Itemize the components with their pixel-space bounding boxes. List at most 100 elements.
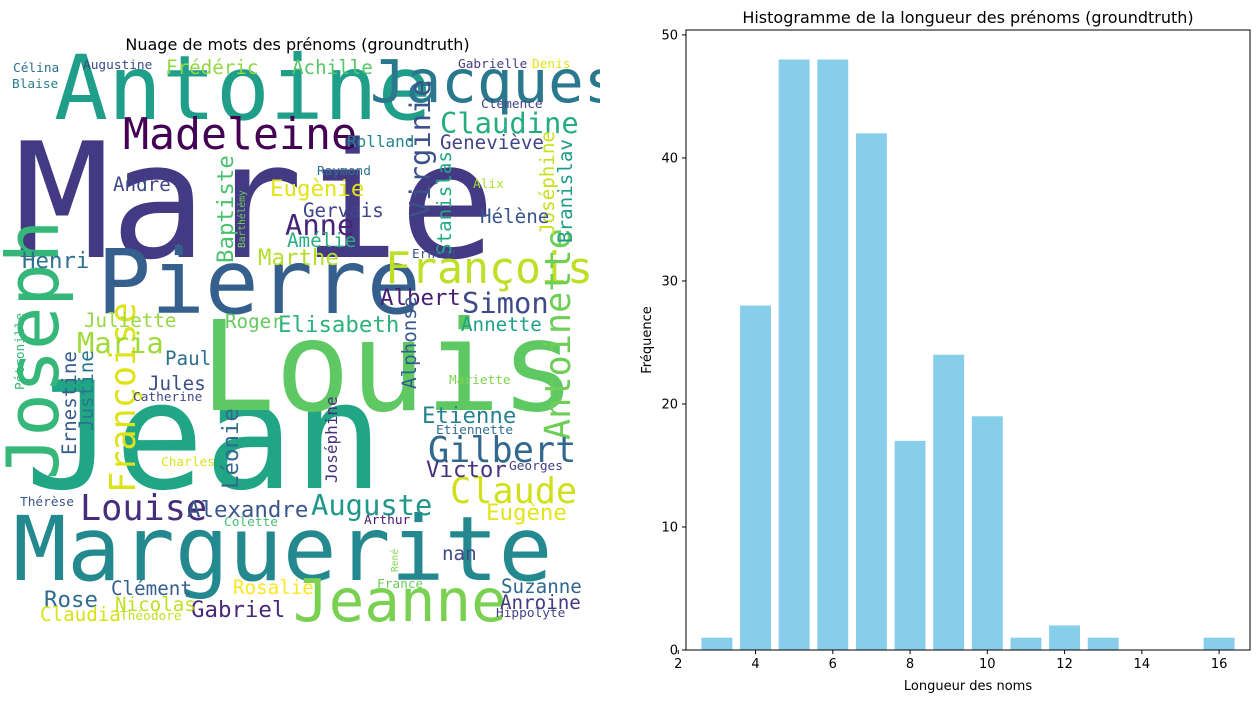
wordcloud-word: Ernest <box>412 247 458 262</box>
wordcloud-word: Ernestine <box>58 351 81 455</box>
y-tick-label: 50 <box>661 28 678 43</box>
histogram-bar <box>1049 625 1081 650</box>
wordcloud-word: Roger <box>225 310 283 333</box>
wordcloud-word: Eugène <box>486 500 567 526</box>
wordcloud-word: Annette <box>461 313 542 336</box>
y-tick-label: 10 <box>661 520 678 535</box>
wordcloud-word: Gervais <box>303 199 384 222</box>
wordcloud-word: Clémence <box>481 97 543 112</box>
wordcloud-word: Claudia <box>40 603 121 626</box>
x-tick-label: 8 <box>906 657 914 672</box>
wordcloud-word: Gabriel <box>191 597 285 623</box>
x-tick-label: 10 <box>979 657 996 672</box>
histogram-bar <box>817 59 849 650</box>
wordcloud-word: Antoine <box>54 37 432 141</box>
wordcloud-word: Joseph <box>0 220 75 480</box>
wordcloud-word: Barthélémy <box>236 190 248 248</box>
wordcloud-word: Baptiste <box>213 155 239 263</box>
wordcloud-word: Victor <box>426 457 507 483</box>
wordcloud-title: Nuage de mots des prénoms (groundtruth) <box>125 35 470 54</box>
wordcloud-word: Nicolas <box>115 593 196 616</box>
wordcloud-word: Alphonse <box>398 297 421 389</box>
wordcloud-word: Paul <box>165 347 211 370</box>
wordcloud-word: Branislav <box>554 139 577 243</box>
wordcloud-word: René <box>389 549 401 572</box>
y-tick-label: 30 <box>661 274 678 289</box>
wordcloud-word: Charles <box>161 455 215 470</box>
wordcloud-word: Eugènie <box>270 176 364 202</box>
wordcloud-word: Jeanne <box>293 566 507 635</box>
wordcloud-word: Hélène <box>480 205 549 228</box>
wordcloud-word: Anroine <box>500 591 581 614</box>
wordcloud-word: Rose <box>44 587 98 613</box>
wordcloud-word: Théodore <box>120 609 182 624</box>
wordcloud-word: Elisabeth <box>278 312 399 338</box>
y-tick-label: 20 <box>661 397 678 412</box>
wordcloud-word: Etienne <box>422 403 516 429</box>
histogram-bar <box>778 59 810 650</box>
wordcloud-word: Amélie <box>287 229 356 252</box>
x-axis-label: Longueur des noms <box>904 679 1032 694</box>
histogram-bar <box>701 637 733 650</box>
wordcloud-word: Juliette <box>84 309 176 332</box>
wordcloud-word: Madeleine <box>123 110 357 160</box>
wordcloud-word: Françoise <box>103 302 144 493</box>
wordcloud-word: Etiennette <box>436 423 513 438</box>
wordcloud-word: Pétronille <box>13 313 28 390</box>
x-tick-label: 16 <box>1211 657 1228 672</box>
wordcloud-word: Marguerite <box>13 498 552 602</box>
wordcloud-word: Alix <box>473 177 504 192</box>
wordcloud-word: François <box>385 244 593 294</box>
wordcloud-word: Georges <box>509 459 563 474</box>
y-tick-label: 0 <box>670 644 678 659</box>
wordcloud-word: Rosalie <box>233 576 314 599</box>
wordcloud-word: Joséphine <box>536 131 559 235</box>
wordcloud-word: nan <box>442 542 477 565</box>
wordcloud-word: Henri <box>22 248 89 274</box>
wordcloud-word: France <box>377 577 423 592</box>
histogram-bar <box>1087 637 1119 650</box>
histogram-bar <box>971 416 1003 650</box>
wordcloud-word: Maria <box>77 326 164 360</box>
wordcloud-word: Pierre <box>97 231 421 335</box>
wordcloud-word: Frédéric <box>166 56 258 79</box>
wordcloud-word: Léonie <box>218 408 244 489</box>
wordcloud-word: Stanislas <box>433 151 456 255</box>
y-tick-label: 40 <box>661 151 678 166</box>
wordcloud-word: Denis <box>532 57 571 72</box>
wordcloud-word: Gabrielle <box>458 57 527 72</box>
y-axis-label: Fréquence <box>640 306 655 373</box>
histogram-bar <box>855 133 887 650</box>
wordcloud-word: Louis <box>200 295 576 440</box>
wordcloud-word: Louise <box>80 488 207 529</box>
wordcloud-word: Jacques <box>370 47 600 116</box>
wordcloud-word: Antoinette <box>538 228 579 440</box>
wordcloud-word: André <box>113 173 171 196</box>
wordcloud-word: Arthur <box>364 513 411 528</box>
wordcloud-word: Marthe <box>258 245 339 271</box>
x-tick-label: 4 <box>751 657 759 672</box>
x-tick-label: 12 <box>1056 657 1073 672</box>
histogram-bar <box>894 440 926 650</box>
wordcloud-word: Suzanne <box>501 575 582 598</box>
histogram-bar <box>1203 637 1235 650</box>
wordcloud-word: Joséphine <box>322 396 341 483</box>
x-tick-label: 14 <box>1134 657 1151 672</box>
wordcloud-word: Justine <box>75 350 98 431</box>
wordcloud-word: Geneviève <box>440 131 544 154</box>
wordcloud-word: Colette <box>224 515 278 530</box>
wordcloud-word: Claudine <box>440 106 579 140</box>
x-tick-label: 6 <box>829 657 837 672</box>
wordcloud-word: Auguste <box>311 488 432 522</box>
wordcloud-word: Jules <box>148 372 206 395</box>
histogram-title: Histogramme de la longueur des prénoms (… <box>742 8 1194 27</box>
wordcloud-word: Mariette <box>449 373 511 388</box>
wordcloud-word: Hippolyte <box>496 606 565 621</box>
wordcloud-word: Gilbert <box>428 430 576 471</box>
x-tick-label: 2 <box>674 657 682 672</box>
plot-frame <box>685 29 1251 651</box>
wordcloud-word: Marie <box>14 108 496 295</box>
wordcloud-word: Achille <box>292 56 373 79</box>
